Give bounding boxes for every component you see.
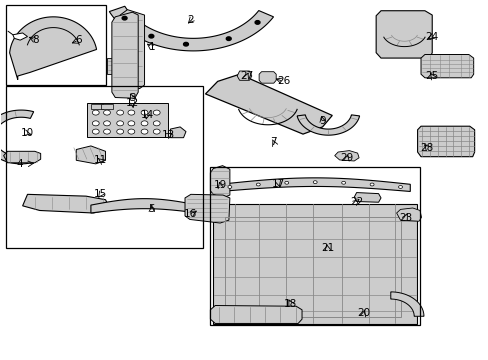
- Polygon shape: [210, 306, 302, 323]
- Circle shape: [122, 16, 127, 20]
- Circle shape: [128, 110, 135, 115]
- Circle shape: [313, 181, 317, 184]
- Circle shape: [92, 129, 99, 134]
- Text: 21: 21: [320, 243, 333, 253]
- Polygon shape: [396, 208, 421, 221]
- Polygon shape: [120, 10, 144, 89]
- Text: 19: 19: [213, 180, 226, 190]
- Text: 16: 16: [184, 209, 197, 219]
- Bar: [210, 167, 419, 325]
- Text: 18: 18: [284, 299, 297, 309]
- Polygon shape: [0, 110, 34, 164]
- Circle shape: [341, 181, 345, 184]
- Text: 4: 4: [17, 159, 23, 169]
- Bar: [101, 104, 113, 109]
- Circle shape: [183, 42, 188, 46]
- Polygon shape: [210, 166, 229, 198]
- Polygon shape: [205, 74, 331, 134]
- Circle shape: [149, 35, 154, 38]
- Circle shape: [117, 129, 123, 134]
- Polygon shape: [76, 146, 105, 164]
- Polygon shape: [334, 150, 358, 161]
- Text: 17: 17: [271, 179, 285, 189]
- Text: 23: 23: [398, 213, 411, 222]
- Text: 25: 25: [425, 71, 438, 81]
- Polygon shape: [417, 126, 474, 157]
- Circle shape: [92, 121, 99, 126]
- Circle shape: [141, 129, 148, 134]
- Polygon shape: [13, 33, 27, 40]
- Text: 5: 5: [148, 204, 155, 214]
- Polygon shape: [109, 6, 273, 51]
- Circle shape: [141, 110, 148, 115]
- Text: 15: 15: [94, 189, 107, 199]
- Text: 12: 12: [125, 98, 139, 108]
- Circle shape: [369, 183, 373, 186]
- Circle shape: [117, 110, 123, 115]
- Text: 1: 1: [148, 42, 155, 52]
- Bar: [212, 204, 416, 324]
- Polygon shape: [3, 151, 41, 163]
- Text: 13: 13: [162, 130, 175, 140]
- Text: 2: 2: [187, 15, 194, 26]
- Polygon shape: [91, 199, 198, 213]
- Circle shape: [227, 185, 231, 188]
- Text: 14: 14: [140, 111, 153, 121]
- Polygon shape: [259, 72, 276, 83]
- Polygon shape: [220, 178, 409, 192]
- Polygon shape: [420, 54, 473, 78]
- Polygon shape: [184, 194, 229, 223]
- Text: 3: 3: [129, 93, 135, 103]
- Circle shape: [128, 121, 135, 126]
- Bar: [91, 104, 103, 109]
- Text: 7: 7: [270, 138, 277, 147]
- Bar: [5, 5, 105, 85]
- Polygon shape: [22, 194, 110, 213]
- Circle shape: [141, 121, 148, 126]
- Polygon shape: [297, 115, 359, 135]
- Text: 24: 24: [425, 32, 438, 41]
- Text: 20: 20: [357, 308, 370, 318]
- Text: 29: 29: [340, 153, 353, 163]
- Circle shape: [153, 110, 160, 115]
- Circle shape: [284, 181, 288, 184]
- Polygon shape: [170, 127, 185, 138]
- Text: 9: 9: [319, 116, 325, 126]
- Text: 10: 10: [21, 129, 34, 138]
- Polygon shape: [390, 292, 423, 316]
- Text: 27: 27: [240, 71, 253, 81]
- Circle shape: [398, 185, 402, 188]
- Circle shape: [92, 110, 99, 115]
- Circle shape: [153, 121, 160, 126]
- Text: 26: 26: [276, 76, 289, 86]
- Circle shape: [256, 183, 260, 186]
- Bar: [87, 103, 167, 137]
- Bar: [224, 217, 400, 317]
- Text: 6: 6: [75, 35, 82, 45]
- Circle shape: [128, 129, 135, 134]
- Text: 11: 11: [94, 155, 107, 165]
- Circle shape: [117, 121, 123, 126]
- Circle shape: [226, 37, 231, 40]
- Bar: [5, 86, 203, 248]
- Text: 28: 28: [420, 143, 433, 153]
- Polygon shape: [112, 12, 138, 98]
- Polygon shape: [107, 58, 122, 74]
- Circle shape: [153, 129, 160, 134]
- Polygon shape: [237, 71, 251, 80]
- Circle shape: [103, 110, 110, 115]
- Text: 22: 22: [349, 197, 363, 207]
- Circle shape: [103, 129, 110, 134]
- Text: 8: 8: [32, 35, 39, 45]
- Polygon shape: [10, 17, 96, 80]
- Circle shape: [103, 121, 110, 126]
- Circle shape: [255, 21, 260, 24]
- Polygon shape: [375, 11, 431, 58]
- Polygon shape: [353, 193, 380, 202]
